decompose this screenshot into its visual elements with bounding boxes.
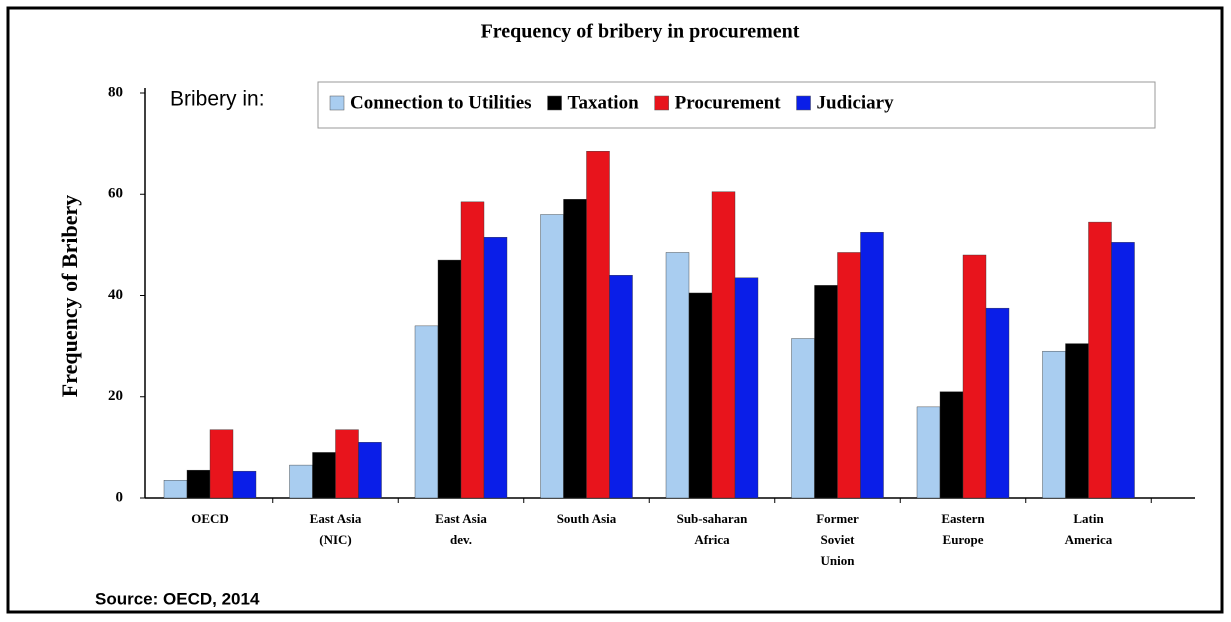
legend-title: Bribery in:	[170, 88, 265, 111]
bar	[962, 254, 987, 499]
bar	[563, 199, 587, 499]
source: Source: OECD, 2014	[95, 589, 260, 608]
bar	[460, 201, 485, 499]
legend-swatch	[654, 95, 669, 111]
legend-swatch	[329, 95, 345, 111]
bar	[586, 151, 610, 499]
bar	[837, 252, 861, 499]
bar	[1065, 343, 1089, 499]
bar	[209, 429, 234, 499]
bar	[1111, 242, 1135, 499]
legend-swatch	[547, 95, 562, 111]
y-tick-label: 20	[108, 388, 123, 404]
bar	[289, 464, 313, 499]
legend-label: Connection to Utilities	[350, 92, 532, 113]
bar	[814, 285, 838, 499]
bar	[186, 469, 211, 499]
x-tick-label: OECD	[191, 511, 229, 526]
bar	[791, 338, 815, 499]
x-tick-label: South Asia	[557, 511, 617, 526]
x-tick-label: Former Soviet Union	[816, 511, 859, 568]
bar	[916, 406, 941, 499]
bar	[335, 429, 359, 499]
bar	[939, 391, 964, 499]
chart-title: Frequency of bribery in procurement	[481, 21, 800, 43]
y-tick-label: 0	[116, 489, 124, 505]
legend-swatch	[796, 95, 811, 111]
bar	[734, 277, 759, 499]
x-tick-label: Eastern Europe	[941, 511, 985, 547]
bar	[688, 292, 713, 499]
legend-label: Procurement	[675, 92, 782, 113]
bar	[163, 480, 188, 499]
bar	[1088, 221, 1112, 499]
legend-box	[317, 81, 1156, 129]
x-tick-label: East Asia dev.	[435, 511, 487, 547]
y-tick-label: 60	[108, 186, 123, 202]
x-tick-label: Sub-saharan Africa	[677, 511, 749, 547]
bar	[985, 307, 1010, 499]
bar	[312, 452, 336, 499]
bar	[665, 252, 690, 499]
bar	[1042, 350, 1066, 499]
bar	[609, 275, 633, 499]
bar	[232, 470, 257, 499]
bar	[358, 442, 382, 499]
x-tick-label: Latin America	[1065, 511, 1113, 547]
x-tick-label: East Asia (NIC)	[310, 511, 362, 547]
bar	[711, 191, 736, 499]
bar	[540, 214, 564, 499]
y-axis-label: Frequency of Bribery	[57, 195, 82, 397]
bar	[860, 232, 884, 499]
y-tick-label: 80	[108, 84, 123, 100]
legend-label: Taxation	[568, 92, 640, 113]
legend-label: Judiciary	[817, 92, 895, 113]
bar	[437, 259, 462, 499]
bar	[414, 325, 439, 499]
y-tick-label: 40	[108, 287, 123, 303]
bar	[483, 237, 508, 499]
